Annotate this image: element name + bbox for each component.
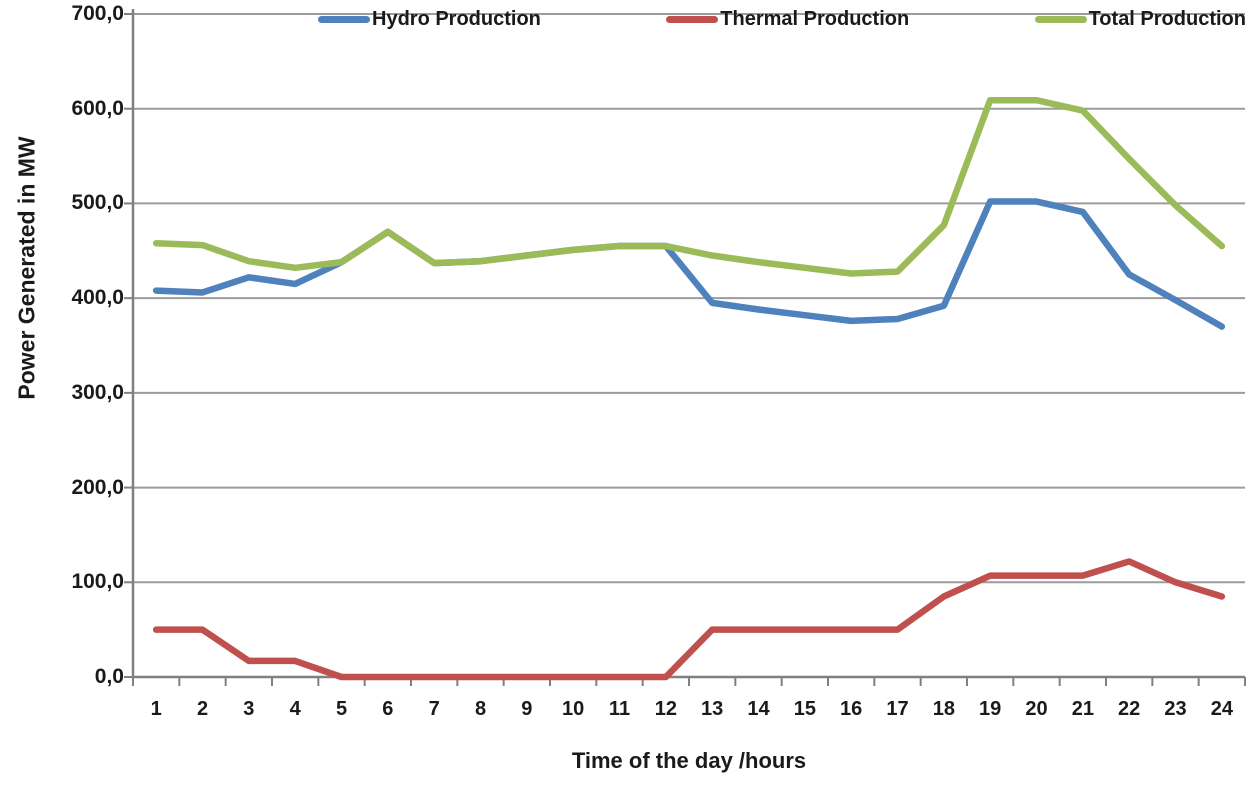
y-tick-label: 700,0 [71,2,124,25]
x-tick-label: 23 [1164,698,1187,720]
y-tick-label: 200,0 [71,475,124,499]
y-tick-label: 500,0 [71,191,124,215]
x-tick-label: 22 [1118,698,1141,720]
y-tick-label: 0,0 [94,665,124,688]
x-tick-label: 5 [335,698,348,720]
x-tick-label: 20 [1025,698,1048,720]
x-tick-label: 15 [793,698,816,720]
x-tick-label: 14 [747,698,770,720]
x-tick-label: 4 [289,698,301,720]
x-tick-label: 2 [196,698,209,720]
x-tick-label: 11 [608,698,631,720]
legend-swatch-hydro-production [318,16,370,23]
x-tick-label: 12 [654,698,677,720]
x-axis-title: Time of the day /hours [571,748,807,773]
y-tick-label: 100,0 [71,570,124,594]
x-tick-label: 1 [150,698,162,720]
legend-item-hydro-production: Hydro Production [318,8,541,31]
x-tick-label: 18 [932,698,955,720]
y-tick-label: 300,0 [71,380,124,404]
x-tick-label: 21 [1071,698,1094,720]
legend-label-thermal-production: Thermal Production [720,8,910,30]
x-tick-label: 24 [1210,698,1233,720]
x-tick-label: 8 [474,698,487,720]
x-tick-label: 3 [243,698,255,720]
legend-swatch-total-production [1034,16,1087,23]
legend-label-total-production: Total Production [1088,8,1246,30]
x-tick-label: 16 [840,698,863,720]
x-tick-label: 9 [521,698,533,720]
x-tick-label: 19 [979,698,1002,720]
x-tick-label: 10 [562,698,585,720]
legend-label-hydro-production: Hydro Production [372,8,541,30]
y-axis-title: Power Generated in MW [13,136,40,400]
x-tick-label: 13 [701,698,724,720]
x-tick-label: 6 [382,698,394,720]
legend-swatch-thermal-production [666,16,719,23]
chart-legend: Hydro Production Thermal Production Total … [318,8,1246,31]
series-line-thermal-production [152,558,1226,681]
y-tick-label: 400,0 [71,286,124,310]
x-tick-label: 17 [886,698,909,720]
legend-item-thermal-production: Thermal Production [666,8,909,31]
x-tick-label: 7 [428,698,440,720]
y-tick-label: 600,0 [71,96,124,120]
series-line-total-production [152,96,1226,277]
legend-item-total-production: Total Production [1034,8,1246,31]
